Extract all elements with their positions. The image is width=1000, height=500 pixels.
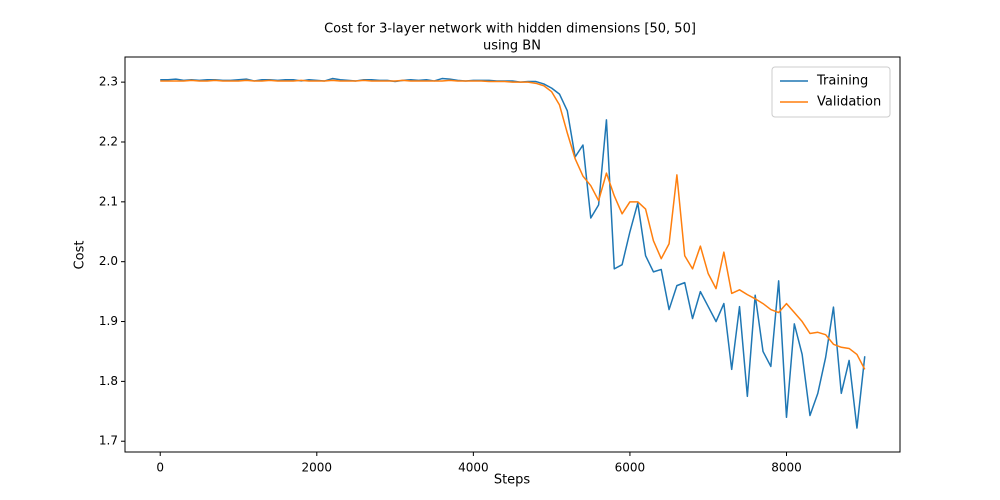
- y-tick-label: 1.9: [99, 314, 118, 328]
- legend-label: Validation: [817, 95, 881, 110]
- y-axis-label: Cost: [73, 241, 88, 270]
- y-tick-label: 2.3: [99, 75, 118, 89]
- series-line: [160, 79, 866, 370]
- y-tick-label: 2.2: [99, 134, 118, 148]
- legend-label: Training: [816, 74, 868, 89]
- legend-box: [771, 66, 891, 118]
- y-tick-label: 2.0: [99, 254, 118, 268]
- chart-title: Cost for 3-layer network with hidden dim…: [324, 22, 696, 37]
- y-tick-label: 1.7: [99, 434, 118, 448]
- chart-subtitle: using BN: [483, 39, 541, 54]
- x-tick-label: 0: [156, 461, 164, 475]
- plot-frame: [124, 56, 901, 453]
- x-tick-label: 6000: [615, 461, 646, 475]
- y-tick-label: 2.1: [99, 194, 118, 208]
- x-tick-label: 4000: [458, 461, 489, 475]
- x-axis-label: Steps: [494, 473, 531, 488]
- y-tick-label: 1.8: [99, 374, 118, 388]
- x-tick-label: 8000: [771, 461, 802, 475]
- x-tick-label: 2000: [302, 461, 333, 475]
